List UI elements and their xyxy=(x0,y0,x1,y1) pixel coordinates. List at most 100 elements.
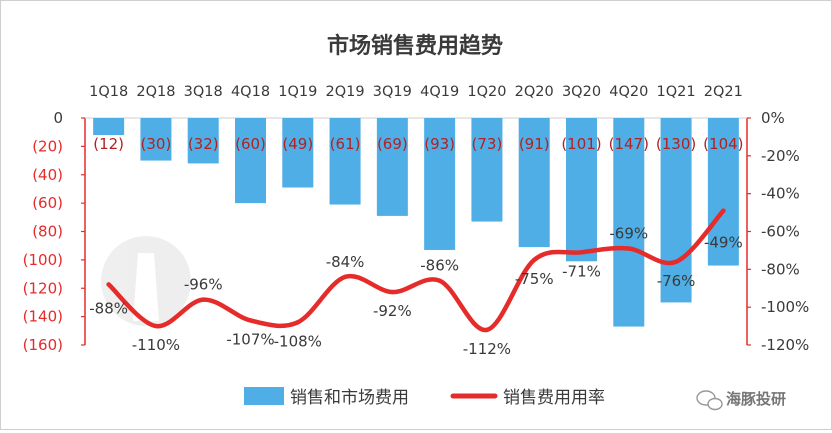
bar-data-label: (69) xyxy=(377,135,408,153)
line-point xyxy=(484,327,490,333)
bar xyxy=(707,118,739,266)
left-axis-tick-label: (160) xyxy=(23,336,63,354)
legend-line-label: 销售费用用率 xyxy=(503,388,605,408)
left-axis-tick-label: (140) xyxy=(23,308,63,326)
line-data-label: -86% xyxy=(420,257,459,275)
category-label: 1Q21 xyxy=(657,84,696,100)
right-axis-tick-label: -40% xyxy=(761,185,800,203)
bar xyxy=(282,118,314,188)
line-point xyxy=(532,257,537,263)
category-label: 3Q19 xyxy=(373,84,412,100)
line-data-label: -75% xyxy=(515,270,554,288)
left-axis-tick-label: (120) xyxy=(23,279,63,297)
category-label: 2Q19 xyxy=(326,84,365,100)
line-point xyxy=(673,259,679,264)
brand-name: 海豚投研 xyxy=(726,390,786,408)
category-label: 3Q20 xyxy=(562,84,601,100)
bar xyxy=(140,118,172,161)
category-label: 2Q18 xyxy=(136,84,175,100)
line-point xyxy=(579,250,584,255)
right-axis-tick-label: -60% xyxy=(761,223,800,241)
legend-bar-swatch xyxy=(244,387,284,405)
left-axis-tick-label: (100) xyxy=(23,251,63,269)
bar xyxy=(566,118,597,262)
line-data-label: -108% xyxy=(274,332,322,350)
category-label: 4Q20 xyxy=(609,84,648,100)
line-point xyxy=(342,274,348,280)
right-axis-tick-label: -100% xyxy=(761,298,809,316)
line-data-label: -96% xyxy=(184,276,223,294)
line-point xyxy=(295,320,300,325)
bar-data-label: (93) xyxy=(424,135,455,153)
data-labels: (12) (30) (32) (60) (49) (61) (69) (93) (73) (91)… xyxy=(89,135,743,358)
bar xyxy=(613,118,645,327)
legend-bar-label: 销售和市场费用 xyxy=(290,388,409,408)
line-data-label: -110% xyxy=(132,336,180,354)
bar-data-label: (73) xyxy=(472,135,503,153)
left-axis-tick-label: (40) xyxy=(32,166,63,184)
axis-ticks: 0 (20) (40) (60) (80) (100) (120) (140) (160) 0% -… xyxy=(23,109,810,354)
line-data-label: -92% xyxy=(373,302,412,320)
line-data-label: -112% xyxy=(463,340,511,358)
bar-series xyxy=(93,118,739,327)
category-label: 2Q20 xyxy=(515,84,554,100)
line-data-label: -76% xyxy=(657,272,696,290)
line-point xyxy=(390,289,395,295)
bar-data-label: (147) xyxy=(609,135,649,153)
category-labels: 1Q18 2Q18 3Q18 4Q18 1Q19 2Q19 3Q19 4Q19 1Q20 2Q20… xyxy=(89,84,743,100)
left-axis-tick-label: (20) xyxy=(32,137,63,155)
line-series xyxy=(106,208,726,333)
line-point xyxy=(106,282,111,287)
bar xyxy=(187,118,219,164)
bar-data-label: (91) xyxy=(519,135,550,153)
left-axis-tick-label: (80) xyxy=(32,223,63,241)
bar xyxy=(660,118,692,303)
bar xyxy=(93,118,125,136)
line-data-label: -69% xyxy=(609,225,648,243)
chart-title: 市场销售费用趋势 xyxy=(327,33,503,59)
line-data-label: -107% xyxy=(226,330,274,348)
bar xyxy=(376,118,408,216)
bar xyxy=(329,118,361,205)
line-data-label: -84% xyxy=(326,253,365,271)
bar-data-label: (61) xyxy=(330,135,361,153)
line-point xyxy=(626,246,631,251)
bar xyxy=(424,118,456,250)
bar xyxy=(518,118,550,248)
category-label: 4Q18 xyxy=(231,84,270,100)
line-data-label: -71% xyxy=(562,262,601,280)
bar xyxy=(235,118,266,204)
right-axis-tick-label: 0% xyxy=(761,109,785,127)
line-point xyxy=(248,318,253,323)
line-data-label: -49% xyxy=(704,234,743,252)
category-label: 4Q19 xyxy=(420,84,459,100)
line-point xyxy=(721,208,726,213)
bar-data-label: (101) xyxy=(561,135,601,153)
line-point xyxy=(153,323,159,329)
line-point xyxy=(201,297,206,302)
category-label: 2Q21 xyxy=(704,84,743,100)
bar xyxy=(471,118,503,222)
ratio-line xyxy=(106,208,726,333)
bar-data-label: (32) xyxy=(188,135,219,153)
bar-data-label: (30) xyxy=(141,135,172,153)
category-label: 3Q18 xyxy=(184,84,223,100)
bar-data-label: (12) xyxy=(93,135,124,153)
bar-data-label: (60) xyxy=(235,135,266,153)
right-axis-tick-label: -80% xyxy=(761,260,800,278)
right-axis-tick-label: -20% xyxy=(761,147,800,165)
left-axis-tick-label: 0 xyxy=(53,109,63,127)
legend: 销售和市场费用 销售费用用率 xyxy=(244,387,605,408)
category-label: 1Q19 xyxy=(278,84,317,100)
bar-data-label: (130) xyxy=(656,135,696,153)
category-label: 1Q18 xyxy=(89,84,128,100)
line-point xyxy=(437,278,442,283)
right-axis-tick-label: -120% xyxy=(761,336,809,354)
category-label: 1Q20 xyxy=(467,84,506,100)
left-axis-tick-label: (60) xyxy=(32,194,63,212)
brand-watermark: 海豚投研 xyxy=(696,390,786,411)
bar-data-label: (104) xyxy=(703,135,743,153)
bar-data-label: (49) xyxy=(282,135,313,153)
